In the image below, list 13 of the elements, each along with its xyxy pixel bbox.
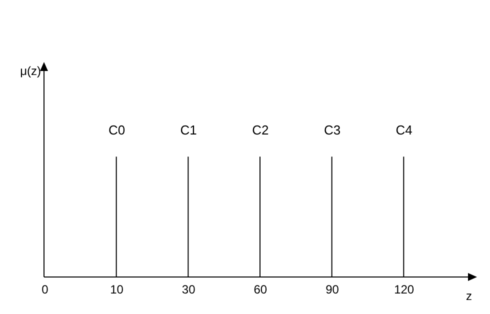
- x-tick-label: 60: [254, 282, 268, 297]
- annotation: C4: [396, 122, 412, 138]
- x-tick-label: 10: [110, 282, 124, 297]
- annotation: C3: [324, 122, 341, 138]
- x-tick-label: 30: [182, 282, 196, 297]
- x-tick-label: 0: [42, 282, 49, 297]
- annotation: C1: [180, 122, 197, 138]
- annotation: C0: [108, 122, 126, 138]
- text: μ(z): [20, 64, 41, 78]
- x-tick-label: 120: [394, 282, 414, 297]
- x-axis-title: z: [466, 289, 472, 303]
- annotation: C2: [252, 122, 269, 138]
- x-tick-label: 90: [326, 282, 340, 297]
